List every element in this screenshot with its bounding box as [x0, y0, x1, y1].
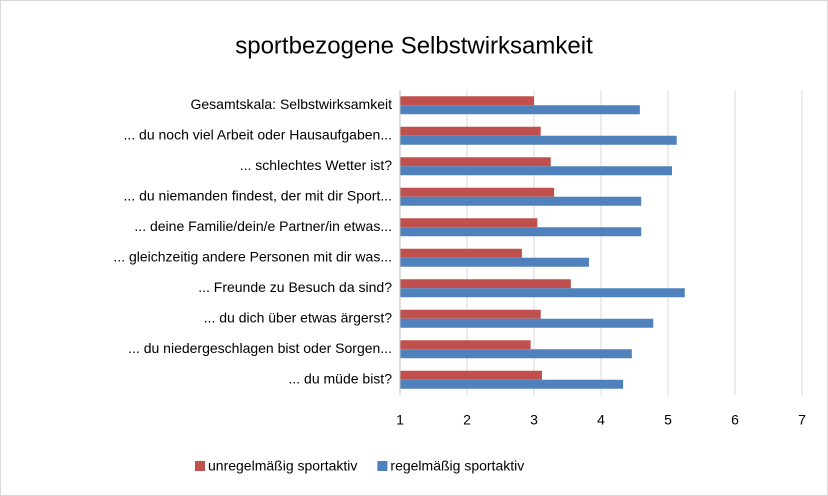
bar [400, 288, 685, 298]
bar [400, 105, 640, 115]
legend-swatch [195, 461, 205, 471]
bar [400, 279, 571, 289]
bar [400, 218, 538, 228]
y-tick-label: ... du noch viel Arbeit oder Hausaufgabe… [123, 126, 392, 142]
chart-title: sportbezogene Selbstwirksamkeit [235, 32, 593, 59]
x-tick-label: 2 [463, 412, 471, 428]
y-tick-label: ... du niedergeschlagen bist oder Sorgen… [128, 340, 392, 356]
y-tick-label: ... du niemanden findest, der mit dir Sp… [124, 187, 392, 203]
bar [400, 257, 589, 267]
bar [400, 187, 555, 197]
y-tick-label: ... gleichzeitig andere Personen mit dir… [113, 248, 392, 264]
y-tick-label: Gesamtskala: Selbstwirksamkeit [190, 96, 392, 112]
bar [400, 340, 531, 350]
x-tick-label: 6 [731, 412, 739, 428]
bar [400, 318, 654, 328]
bar [400, 370, 543, 380]
bar [400, 196, 642, 206]
bar [400, 309, 541, 319]
legend-label: regelmäßig sportaktiv [390, 458, 524, 474]
y-tick-label: ... Freunde zu Besuch da sind? [198, 279, 392, 295]
y-tick-label: ... deine Familie/dein/e Partner/in etwa… [134, 218, 392, 234]
x-tick-label: 1 [396, 412, 404, 428]
legend-label: unregelmäßig sportaktiv [208, 458, 357, 474]
bar [400, 248, 522, 258]
x-tick-label: 5 [664, 412, 672, 428]
y-tick-label: ... du dich über etwas ärgerst? [204, 309, 393, 325]
bar [400, 227, 642, 237]
x-tick-label: 7 [798, 412, 806, 428]
y-tick-label: ... schlechtes Wetter ist? [240, 157, 392, 173]
bar [400, 166, 673, 176]
bar [400, 157, 551, 167]
bar [400, 126, 541, 136]
x-tick-label: 4 [597, 412, 605, 428]
bar [400, 379, 624, 389]
bar [400, 96, 534, 106]
bar [400, 135, 677, 145]
bar [400, 349, 632, 359]
legend-swatch [377, 461, 388, 471]
x-tick-label: 3 [530, 412, 538, 428]
y-tick-label: ... du müde bist? [288, 370, 392, 386]
